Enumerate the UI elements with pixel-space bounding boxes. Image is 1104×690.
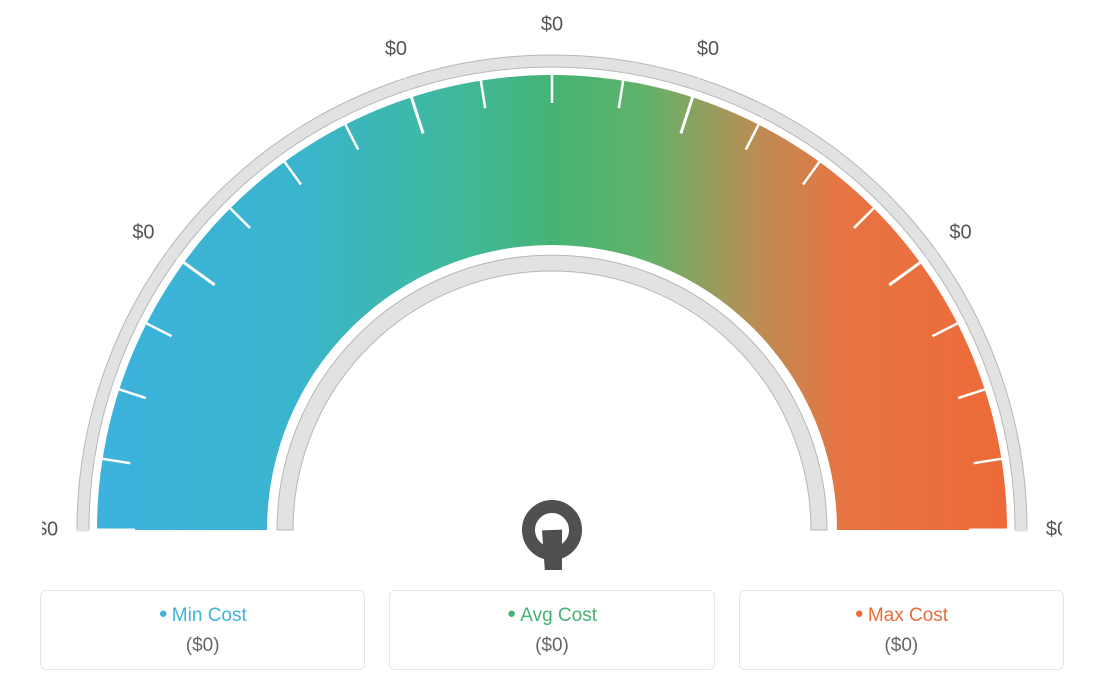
legend-card-max: Max Cost ($0) bbox=[739, 590, 1064, 670]
legend-card-avg: Avg Cost ($0) bbox=[389, 590, 714, 670]
gauge-scale-label: $0 bbox=[697, 38, 719, 60]
gauge-tick-outer bbox=[624, 65, 625, 73]
legend-value-min: ($0) bbox=[51, 635, 354, 657]
gauge-scale-label: $0 bbox=[132, 221, 154, 243]
chart-container: $0 $0 $0 $0 $0 $0 $0 Min Cost ($0) Avg Cost ($… bbox=[0, 0, 1104, 690]
legend-value-max: ($0) bbox=[750, 635, 1053, 657]
gauge-tick-outer bbox=[478, 65, 479, 73]
gauge-wrap: $0 $0 $0 $0 $0 $0 $0 bbox=[42, 10, 1062, 560]
legend-title-avg: Avg Cost bbox=[400, 605, 703, 627]
gauge-scale-label: $0 bbox=[949, 221, 971, 243]
legend-row: Min Cost ($0) Avg Cost ($0) Max Cost ($0… bbox=[40, 590, 1064, 670]
gauge-scale-label: $0 bbox=[42, 518, 58, 540]
gauge-tick-outer bbox=[87, 456, 95, 457]
legend-card-min: Min Cost ($0) bbox=[40, 590, 365, 670]
legend-title-max: Max Cost bbox=[750, 605, 1053, 627]
gauge-scale-label: $0 bbox=[385, 38, 407, 60]
legend-value-avg: ($0) bbox=[400, 635, 703, 657]
gauge-scale-label: $0 bbox=[541, 13, 563, 35]
gauge-tick-outer bbox=[1009, 456, 1017, 457]
gauge-needle bbox=[528, 506, 586, 570]
gauge-color-arc bbox=[97, 75, 1007, 530]
legend-title-min: Min Cost bbox=[51, 605, 354, 627]
gauge-svg: $0 $0 $0 $0 $0 $0 $0 bbox=[42, 10, 1062, 570]
gauge-scale-label: $0 bbox=[1046, 518, 1062, 540]
